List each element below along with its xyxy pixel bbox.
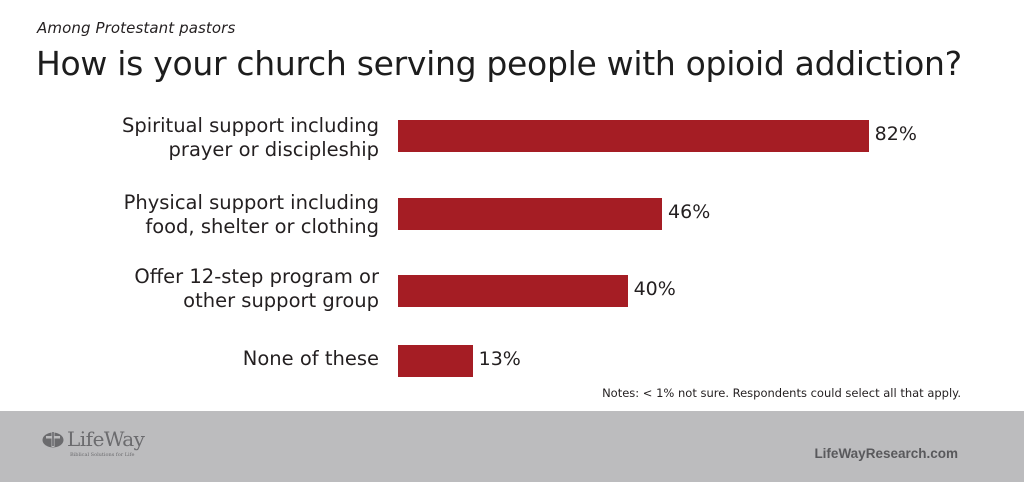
- logo-tagline: Biblical Solutions for Life: [70, 452, 135, 458]
- bar-row: Offer 12-step program or other support g…: [0, 265, 1024, 312]
- value-label: 13%: [478, 348, 521, 370]
- bar: [398, 345, 473, 377]
- category-label: Offer 12-step program or other support g…: [134, 265, 379, 313]
- chart-title: How is your church serving people with o…: [36, 44, 962, 83]
- bar-row: Physical support including food, shelter…: [0, 191, 1024, 238]
- category-label: None of these: [243, 347, 379, 371]
- bar: [398, 198, 663, 230]
- category-label: Spiritual support including prayer or di…: [122, 114, 379, 162]
- label-line-2: other support group: [183, 289, 379, 312]
- bar: [398, 120, 869, 152]
- chart-notes: Notes: < 1% not sure. Respondents could …: [602, 386, 961, 400]
- logo-wordmark: LifeWay: [67, 427, 145, 451]
- bar-row: None of these 13%: [0, 338, 1024, 378]
- value-label: 40%: [633, 278, 676, 300]
- value-label: 46%: [668, 201, 711, 223]
- chart-subtitle: Among Protestant pastors: [37, 19, 236, 37]
- bar: [398, 275, 628, 307]
- bar-row: Spiritual support including prayer or di…: [0, 113, 1024, 161]
- label-line-2: food, shelter or clothing: [145, 215, 379, 238]
- value-label: 82%: [874, 123, 917, 145]
- lifeway-logo: LifeWay: [42, 427, 145, 451]
- label-line-1: Spiritual support including: [121, 114, 379, 137]
- site-url: LifeWayResearch.com: [814, 446, 958, 461]
- label-line-1: Physical support including: [123, 191, 379, 214]
- label-line-1: None of these: [242, 347, 379, 370]
- label-line-1: Offer 12-step program or: [134, 265, 379, 288]
- footer-band: [0, 411, 1024, 482]
- category-label: Physical support including food, shelter…: [124, 191, 379, 239]
- lifeway-cross-icon: [42, 430, 64, 448]
- label-line-2: prayer or discipleship: [168, 138, 379, 161]
